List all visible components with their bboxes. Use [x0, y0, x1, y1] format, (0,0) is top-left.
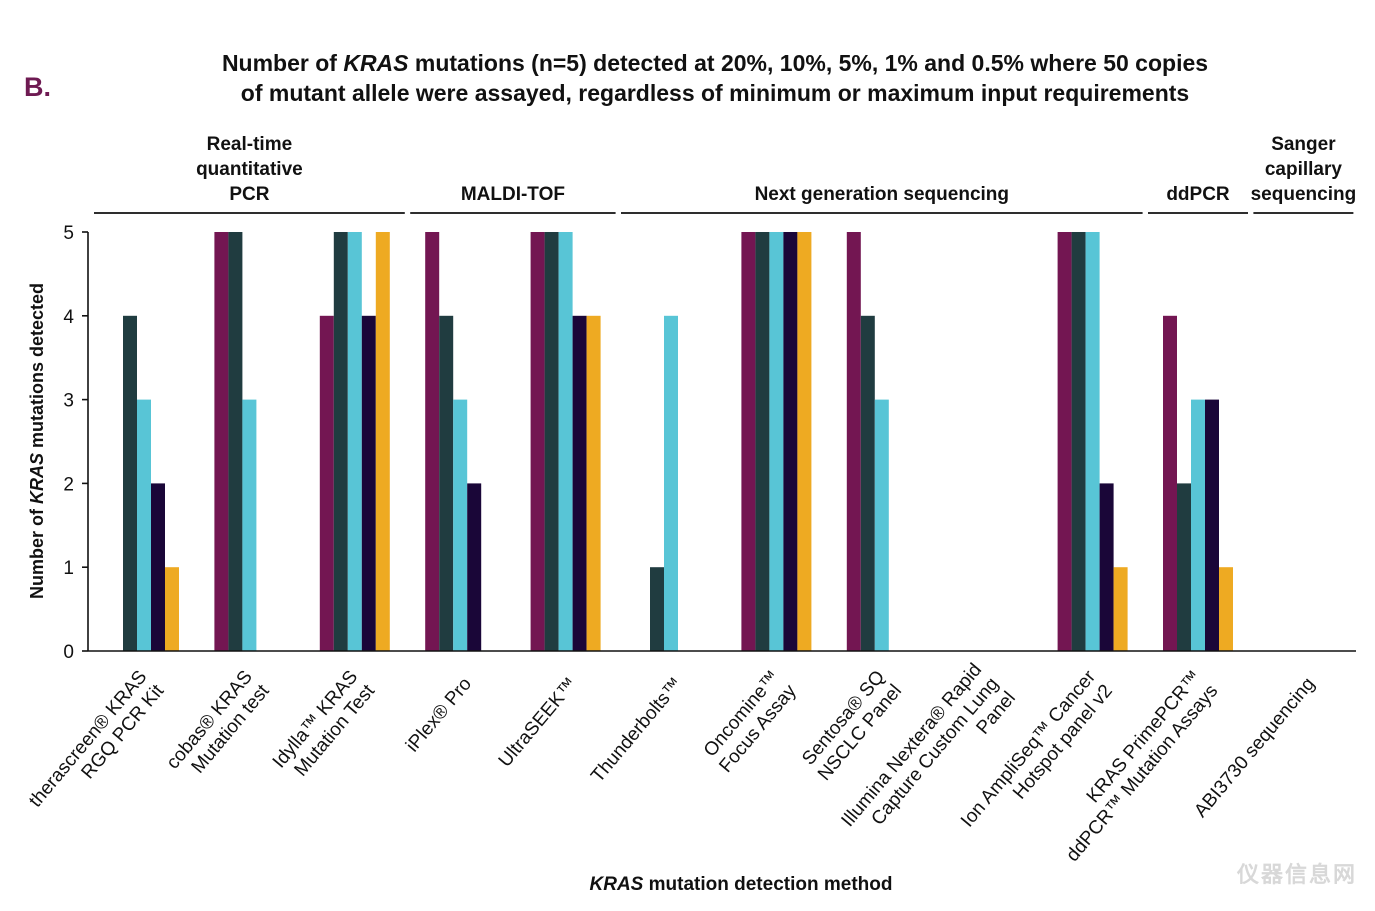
y-tick-label-3: 3 — [63, 391, 74, 412]
y-tick-label-4: 4 — [63, 307, 74, 328]
bar-5pct-cat6 — [769, 232, 784, 651]
bar-20pct-cat6 — [741, 232, 756, 651]
bar-0_5pct-cat2 — [375, 232, 390, 651]
y-tick-label-0: 0 — [63, 642, 74, 663]
method-group-label-2-line-0: Next generation sequencing — [755, 184, 1009, 205]
bar-0_5pct-cat4 — [586, 315, 601, 651]
y-axis-label-italic: KRAS — [27, 453, 47, 504]
bar-10pct-cat9 — [1071, 232, 1086, 651]
bar-5pct-cat1 — [242, 399, 257, 651]
title-line1-italic: KRAS — [343, 50, 409, 76]
bar-5pct-cat2 — [347, 232, 362, 651]
method-group-label-3-line-0: ddPCR — [1166, 184, 1230, 205]
x-tick-label-5: Thunderbolts™ — [587, 674, 687, 787]
bar-5pct-cat5 — [664, 315, 678, 651]
method-group-label-4-line-2: sequencing — [1251, 184, 1357, 205]
x-axis-label-rest: mutation detection method — [643, 874, 892, 895]
bar-5pct-cat3 — [453, 399, 468, 651]
watermark: 仪器信息网 — [1236, 862, 1357, 887]
bar-1pct-cat6 — [783, 232, 798, 651]
title-line2: of mutant allele were assayed, regardles… — [240, 80, 1190, 106]
y-tick-label-2: 2 — [63, 474, 74, 495]
method-group-label-0-line-2: PCR — [229, 184, 269, 205]
bar-10pct-cat2 — [333, 232, 348, 651]
bar-5pct-cat0 — [137, 399, 151, 651]
bar-20pct-cat1 — [214, 232, 229, 651]
bar-0_5pct-cat0 — [165, 567, 179, 651]
bar-1pct-cat4 — [572, 315, 587, 651]
method-group-label-4-line-0: Sanger — [1271, 134, 1336, 155]
bar-0_5pct-cat9 — [1113, 567, 1128, 651]
bar-10pct-cat5 — [650, 567, 664, 651]
x-tick-label-4-line-0: UltraSEEK™ — [495, 674, 582, 772]
bar-5pct-cat9 — [1085, 232, 1100, 651]
bar-1pct-cat10 — [1205, 399, 1219, 651]
bar-10pct-cat7 — [860, 315, 875, 651]
bar-10pct-cat4 — [544, 232, 559, 651]
bar-10pct-cat3 — [439, 315, 454, 651]
bar-20pct-cat10 — [1163, 315, 1177, 651]
bar-20pct-cat4 — [530, 232, 545, 651]
bar-5pct-cat4 — [558, 232, 573, 651]
method-group-label-0-line-1: quantitative — [196, 159, 303, 180]
bar-20pct-cat3 — [425, 232, 440, 651]
x-tick-label-4: UltraSEEK™ — [495, 674, 582, 772]
bar-0_5pct-cat6 — [797, 232, 812, 651]
bar-1pct-cat0 — [151, 483, 165, 651]
bar-1pct-cat9 — [1099, 483, 1114, 651]
chart-title: Number of KRAS mutations (n=5) detected … — [150, 48, 1280, 108]
bar-5pct-cat7 — [874, 399, 889, 651]
y-tick-label-5: 5 — [63, 223, 74, 244]
x-tick-label-3: iPlex® Pro — [402, 674, 476, 756]
method-group-label-4-line-1: capillary — [1265, 159, 1343, 180]
y-axis-label: Number of KRAS mutations detected — [27, 283, 47, 599]
bar-0_5pct-cat10 — [1219, 567, 1233, 651]
bar-10pct-cat10 — [1177, 483, 1191, 651]
bar-1pct-cat2 — [361, 315, 376, 651]
title-line1-post: mutations (n=5) detected at 20%, 10%, 5%… — [408, 50, 1209, 76]
x-axis-label-italic: KRAS — [590, 874, 644, 895]
title-line1-pre: Number of — [221, 50, 344, 76]
bar-5pct-cat10 — [1191, 399, 1205, 651]
bar-20pct-cat9 — [1057, 232, 1072, 651]
y-axis-label-post: mutations detected — [27, 283, 47, 453]
bar-10pct-cat0 — [123, 315, 137, 651]
bar-20pct-cat7 — [846, 232, 861, 651]
y-tick-label-1: 1 — [63, 558, 74, 579]
x-axis-label: KRAS mutation detection method — [590, 874, 893, 895]
bar-1pct-cat3 — [467, 483, 482, 651]
x-tick-label-3-line-0: iPlex® Pro — [402, 674, 476, 756]
method-group-label-1-line-0: MALDI-TOF — [461, 184, 565, 205]
bar-10pct-cat1 — [228, 232, 243, 651]
method-group-label-0-line-0: Real-time — [207, 134, 293, 155]
x-tick-label-5-line-0: Thunderbolts™ — [587, 674, 687, 787]
panel-label: B. — [24, 72, 51, 102]
bar-10pct-cat6 — [755, 232, 770, 651]
y-axis-label-pre: Number of — [27, 504, 47, 599]
x-tick-label-0-line-0: therascreen® KRAS — [25, 667, 151, 812]
bar-20pct-cat2 — [319, 315, 334, 651]
